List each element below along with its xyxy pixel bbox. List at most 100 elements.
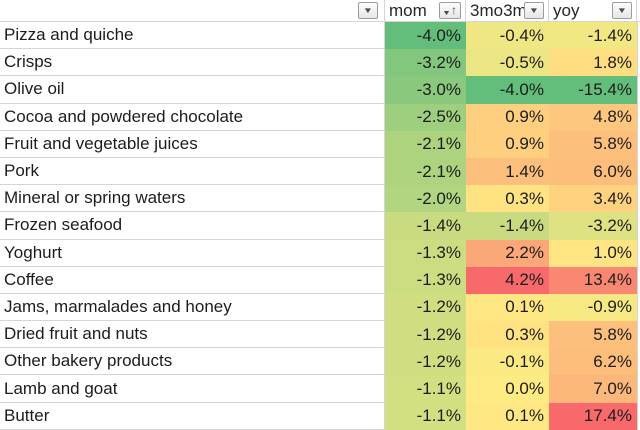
item-name-cell[interactable]: Lamb and goat bbox=[0, 375, 385, 403]
3mo3m-value-cell[interactable]: 4.2% bbox=[466, 266, 549, 294]
yoy-value-cell[interactable]: 17.4% bbox=[549, 402, 637, 430]
dropdown-arrow-icon: ▼ bbox=[528, 5, 540, 15]
filter-dropdown-button[interactable]: ▼ bbox=[612, 2, 632, 19]
3mo3m-value-cell[interactable]: -0.5% bbox=[466, 49, 549, 77]
mom-value-cell[interactable]: -1.3% bbox=[385, 239, 466, 267]
table-row: Other bakery products -1.2% -0.1% 6.2% bbox=[0, 348, 640, 376]
3mo3m-value-cell[interactable]: 1.4% bbox=[466, 157, 549, 186]
gridline-spacer bbox=[637, 0, 640, 22]
3mo3m-value-cell[interactable]: -0.4% bbox=[466, 22, 549, 50]
item-name-cell[interactable]: Jams, marmalades and honey bbox=[0, 293, 385, 322]
mom-value-cell[interactable]: -1.3% bbox=[385, 266, 466, 294]
gridline-spacer bbox=[637, 348, 640, 376]
filter-sorted-ascending-button[interactable]: ▼ ↑ bbox=[439, 2, 461, 19]
mom-value-cell[interactable]: -2.5% bbox=[385, 103, 466, 131]
header-cell-mom[interactable]: mom ▼ ↑ bbox=[385, 0, 466, 22]
item-name-cell[interactable]: Butter bbox=[0, 402, 385, 430]
gridline-spacer bbox=[637, 402, 640, 430]
table-row: Butter -1.1% 0.1% 17.4% bbox=[0, 402, 640, 430]
mom-value-cell[interactable]: -2.1% bbox=[385, 157, 466, 186]
gridline-spacer bbox=[637, 321, 640, 349]
mom-value-cell[interactable]: -1.1% bbox=[385, 375, 466, 403]
gridline-spacer bbox=[637, 157, 640, 186]
mom-value-cell[interactable]: -1.2% bbox=[385, 321, 466, 349]
yoy-value-cell[interactable]: 7.0% bbox=[549, 375, 637, 403]
mom-value-cell[interactable]: -2.0% bbox=[385, 185, 466, 213]
header-row: ▼ mom ▼ ↑ 3mo3m ▼ yoy ▼ bbox=[0, 0, 640, 22]
filter-dropdown-button[interactable]: ▼ bbox=[358, 2, 378, 19]
mom-value-cell[interactable]: -3.0% bbox=[385, 76, 466, 104]
3mo3m-value-cell[interactable]: 0.1% bbox=[466, 402, 549, 430]
yoy-value-cell[interactable]: -15.4% bbox=[549, 76, 637, 104]
header-cell-yoy[interactable]: yoy ▼ bbox=[549, 0, 637, 22]
item-name-cell[interactable]: Olive oil bbox=[0, 76, 385, 104]
dropdown-arrow-icon: ▼ bbox=[362, 5, 374, 15]
3mo3m-value-cell[interactable]: -1.4% bbox=[466, 212, 549, 240]
item-name-cell[interactable]: Mineral or spring waters bbox=[0, 185, 385, 213]
table-row: Lamb and goat -1.1% 0.0% 7.0% bbox=[0, 375, 640, 403]
table-row: Crisps -3.2% -0.5% 1.8% bbox=[0, 49, 640, 77]
item-name-cell[interactable]: Fruit and vegetable juices bbox=[0, 130, 385, 158]
yoy-value-cell[interactable]: 3.4% bbox=[549, 185, 637, 213]
item-name-cell[interactable]: Pizza and quiche bbox=[0, 22, 385, 50]
filter-dropdown-button[interactable]: ▼ bbox=[524, 2, 544, 19]
mom-value-cell[interactable]: -1.2% bbox=[385, 348, 466, 376]
header-cell-blank[interactable]: ▼ bbox=[0, 0, 385, 22]
table-row: Jams, marmalades and honey -1.2% 0.1% -0.9% bbox=[0, 293, 640, 322]
table-row: Pizza and quiche -4.0% -0.4% -1.4% bbox=[0, 22, 640, 50]
yoy-value-cell[interactable]: 5.8% bbox=[549, 321, 637, 349]
gridline-spacer bbox=[637, 22, 640, 50]
3mo3m-value-cell[interactable]: -0.1% bbox=[466, 348, 549, 376]
table-row: Frozen seafood -1.4% -1.4% -3.2% bbox=[0, 212, 640, 240]
3mo3m-value-cell[interactable]: -4.0% bbox=[466, 76, 549, 104]
yoy-value-cell[interactable]: 4.8% bbox=[549, 103, 637, 131]
3mo3m-value-cell[interactable]: 0.3% bbox=[466, 321, 549, 349]
gridline-spacer bbox=[637, 266, 640, 294]
item-name-cell[interactable]: Other bakery products bbox=[0, 348, 385, 376]
yoy-value-cell[interactable]: 1.8% bbox=[549, 49, 637, 77]
item-name-cell[interactable]: Cocoa and powdered chocolate bbox=[0, 103, 385, 131]
3mo3m-value-cell[interactable]: 0.9% bbox=[466, 103, 549, 131]
yoy-value-cell[interactable]: -1.4% bbox=[549, 22, 637, 50]
yoy-value-cell[interactable]: 13.4% bbox=[549, 266, 637, 294]
gridline-spacer bbox=[637, 185, 640, 213]
3mo3m-value-cell[interactable]: 0.3% bbox=[466, 185, 549, 213]
table-row: Dried fruit and nuts -1.2% 0.3% 5.8% bbox=[0, 321, 640, 349]
table-row: Coffee -1.3% 4.2% 13.4% bbox=[0, 266, 640, 294]
3mo3m-value-cell[interactable]: 0.0% bbox=[466, 375, 549, 403]
yoy-value-cell[interactable]: 6.2% bbox=[549, 348, 637, 376]
mom-value-cell[interactable]: -1.2% bbox=[385, 293, 466, 322]
mom-value-cell[interactable]: -1.4% bbox=[385, 212, 466, 240]
item-name-cell[interactable]: Dried fruit and nuts bbox=[0, 321, 385, 349]
header-label: yoy bbox=[553, 0, 580, 20]
table-row: Fruit and vegetable juices -2.1% 0.9% 5.8% bbox=[0, 130, 640, 158]
header-label: mom bbox=[389, 0, 427, 20]
3mo3m-value-cell[interactable]: 0.1% bbox=[466, 293, 549, 322]
dropdown-arrow-icon: ▼ bbox=[441, 9, 452, 17]
3mo3m-value-cell[interactable]: 2.2% bbox=[466, 239, 549, 267]
yoy-value-cell[interactable]: 1.0% bbox=[549, 239, 637, 267]
mom-value-cell[interactable]: -2.1% bbox=[385, 130, 466, 158]
yoy-value-cell[interactable]: 5.8% bbox=[549, 130, 637, 158]
gridline-spacer bbox=[637, 76, 640, 104]
item-name-cell[interactable]: Yoghurt bbox=[0, 239, 385, 267]
item-name-cell[interactable]: Frozen seafood bbox=[0, 212, 385, 240]
item-name-cell[interactable]: Coffee bbox=[0, 266, 385, 294]
gridline-spacer bbox=[637, 49, 640, 77]
table-row: Pork -2.1% 1.4% 6.0% bbox=[0, 157, 640, 186]
header-cell-3mo3m[interactable]: 3mo3m ▼ bbox=[466, 0, 549, 22]
mom-value-cell[interactable]: -1.1% bbox=[385, 402, 466, 430]
3mo3m-value-cell[interactable]: 0.9% bbox=[466, 130, 549, 158]
item-name-cell[interactable]: Pork bbox=[0, 157, 385, 186]
gridline-spacer bbox=[637, 293, 640, 322]
item-name-cell[interactable]: Crisps bbox=[0, 49, 385, 77]
yoy-value-cell[interactable]: -0.9% bbox=[549, 293, 637, 322]
dropdown-arrow-icon: ▼ bbox=[616, 5, 628, 15]
mom-value-cell[interactable]: -4.0% bbox=[385, 22, 466, 50]
table-row: Cocoa and powdered chocolate -2.5% 0.9% 4.8… bbox=[0, 103, 640, 131]
mom-value-cell[interactable]: -3.2% bbox=[385, 49, 466, 77]
yoy-value-cell[interactable]: -3.2% bbox=[549, 212, 637, 240]
yoy-value-cell[interactable]: 6.0% bbox=[549, 157, 637, 186]
gridline-spacer bbox=[637, 375, 640, 403]
gridline-spacer bbox=[637, 130, 640, 158]
